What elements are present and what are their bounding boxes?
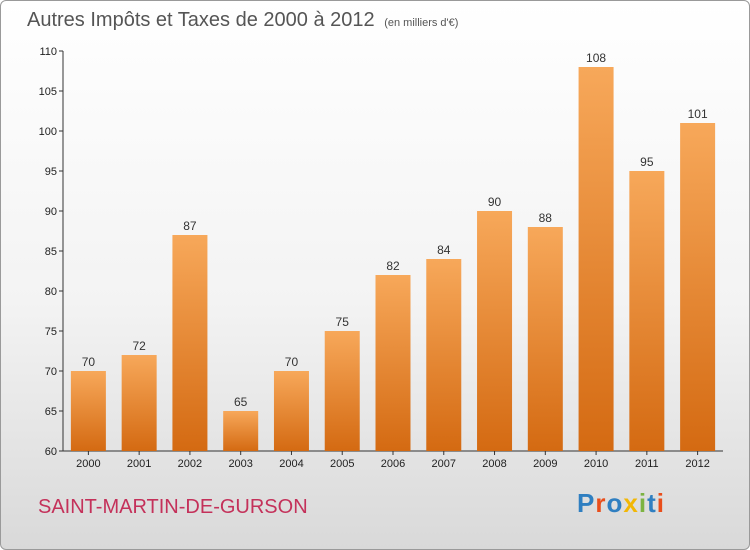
- bar-value-label: 90: [488, 195, 502, 209]
- logo-letter: i: [638, 488, 648, 518]
- y-tick-label: 105: [39, 86, 57, 98]
- x-tick-label: 2005: [330, 458, 354, 470]
- y-tick-label: 70: [45, 366, 57, 378]
- chart-subtitle: (en milliers d'€): [384, 17, 459, 29]
- bar-value-label: 84: [437, 243, 451, 257]
- proxiti-logo: Proxiti: [577, 488, 665, 519]
- bar-value-label: 88: [539, 211, 553, 225]
- logo-letter: i: [656, 488, 665, 518]
- x-tick-label: 2010: [584, 458, 608, 470]
- logo-letter: t: [647, 488, 657, 518]
- bar: [273, 371, 309, 451]
- bar-value-label: 87: [183, 219, 197, 233]
- y-tick-label: 95: [45, 166, 57, 178]
- x-tick-label: 2009: [533, 458, 557, 470]
- bar: [70, 371, 106, 451]
- logo-letter: o: [606, 488, 624, 518]
- y-tick-label: 60: [45, 446, 57, 458]
- bar: [172, 235, 208, 451]
- x-tick-label: 2003: [228, 458, 252, 470]
- bar: [426, 259, 462, 451]
- bar-value-label: 95: [640, 155, 654, 169]
- bar: [477, 211, 513, 451]
- y-tick-label: 85: [45, 246, 57, 258]
- bar: [527, 227, 563, 451]
- bar: [629, 171, 665, 451]
- x-tick-label: 2001: [127, 458, 151, 470]
- location-name: SAINT-MARTIN-DE-GURSON: [38, 496, 308, 518]
- x-tick-label: 2006: [381, 458, 405, 470]
- bar: [324, 331, 360, 451]
- bar: [375, 275, 411, 451]
- y-tick-label: 110: [39, 46, 57, 58]
- x-tick-label: 2000: [76, 458, 100, 470]
- bar-value-label: 70: [285, 355, 299, 369]
- chart-bars: 70 72 87 65 70 75 82 84 90 88 108 95 101: [70, 51, 716, 451]
- bar-value-label: 75: [336, 315, 350, 329]
- x-tick-label: 2007: [432, 458, 456, 470]
- bar-value-label: 82: [386, 259, 400, 273]
- bar-value-label: 65: [234, 395, 248, 409]
- x-tick-label: 2008: [482, 458, 506, 470]
- y-tick-label: 65: [45, 406, 57, 418]
- bar: [578, 67, 614, 451]
- bar: [121, 355, 157, 451]
- logo-letter: r: [595, 488, 607, 518]
- bar-value-label: 101: [688, 107, 708, 121]
- bar-value-label: 70: [82, 355, 96, 369]
- x-tick-label: 2002: [178, 458, 202, 470]
- y-tick-label: 90: [45, 206, 57, 218]
- y-tick-label: 80: [45, 286, 57, 298]
- bar-value-label: 108: [586, 51, 606, 65]
- x-tick-label: 2004: [279, 458, 303, 470]
- x-tick-label: 2011: [635, 458, 659, 470]
- bar: [223, 411, 259, 451]
- x-tick-label: 2012: [685, 458, 709, 470]
- y-tick-label: 75: [45, 326, 57, 338]
- bar-value-label: 72: [132, 339, 146, 353]
- chart-title: Autres Impôts et Taxes de 2000 à 2012 (e…: [27, 9, 458, 32]
- logo-letter: x: [623, 488, 639, 518]
- bar: [680, 123, 716, 451]
- logo-letter: P: [577, 488, 596, 518]
- chart-title-text: Autres Impôts et Taxes de 2000 à 2012: [27, 9, 375, 31]
- y-tick-label: 100: [39, 126, 57, 138]
